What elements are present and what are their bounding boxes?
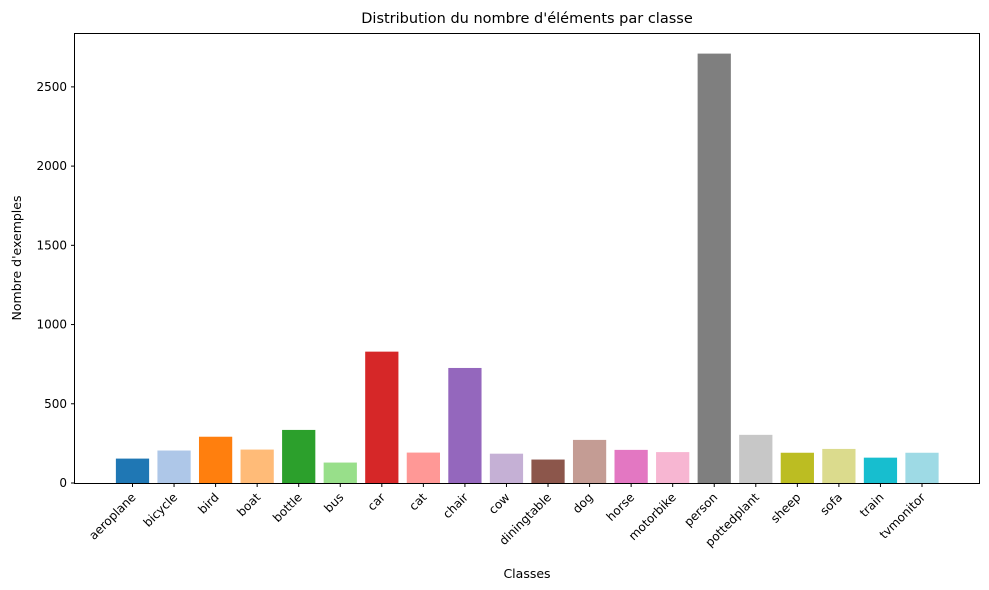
bar-bottle [282, 429, 316, 483]
bar-pottedplant [739, 434, 773, 483]
bar-person [697, 53, 731, 483]
bar-motorbike [656, 452, 690, 483]
bar-horse [614, 449, 648, 483]
bar-cat [406, 452, 440, 483]
bar-train [863, 457, 898, 483]
y-tick-label: 1500 [36, 238, 67, 252]
y-tick-label: 2000 [36, 159, 67, 173]
y-axis-label: Nombre d'exemples [9, 196, 24, 321]
bar-diningtable [531, 459, 565, 483]
y-tick-label: 500 [44, 397, 67, 411]
y-tick-label: 1000 [36, 318, 67, 332]
y-tick-label: 2500 [36, 80, 67, 94]
bar-car [365, 351, 399, 483]
bars-group [115, 53, 939, 483]
bar-boat [240, 449, 274, 483]
plot-frame [74, 33, 980, 484]
y-tick-label: 0 [59, 476, 67, 490]
bar-sofa [822, 448, 856, 483]
bar-chair [448, 367, 482, 483]
bar-bird [198, 436, 233, 483]
bar-bus [323, 462, 357, 483]
bar-cow [489, 453, 524, 483]
bar-sheep [780, 452, 814, 483]
x-axis-label: Classes [503, 566, 550, 581]
bar-aeroplane [115, 458, 150, 483]
y-axis-ticks: 0 500 1000 1500 2000 2500 [36, 80, 75, 490]
bar-dog [572, 439, 607, 483]
chart-title: Distribution du nombre d'éléments par cl… [361, 11, 693, 27]
bar-bicycle [157, 450, 191, 483]
bar-tvmonitor [905, 452, 939, 483]
